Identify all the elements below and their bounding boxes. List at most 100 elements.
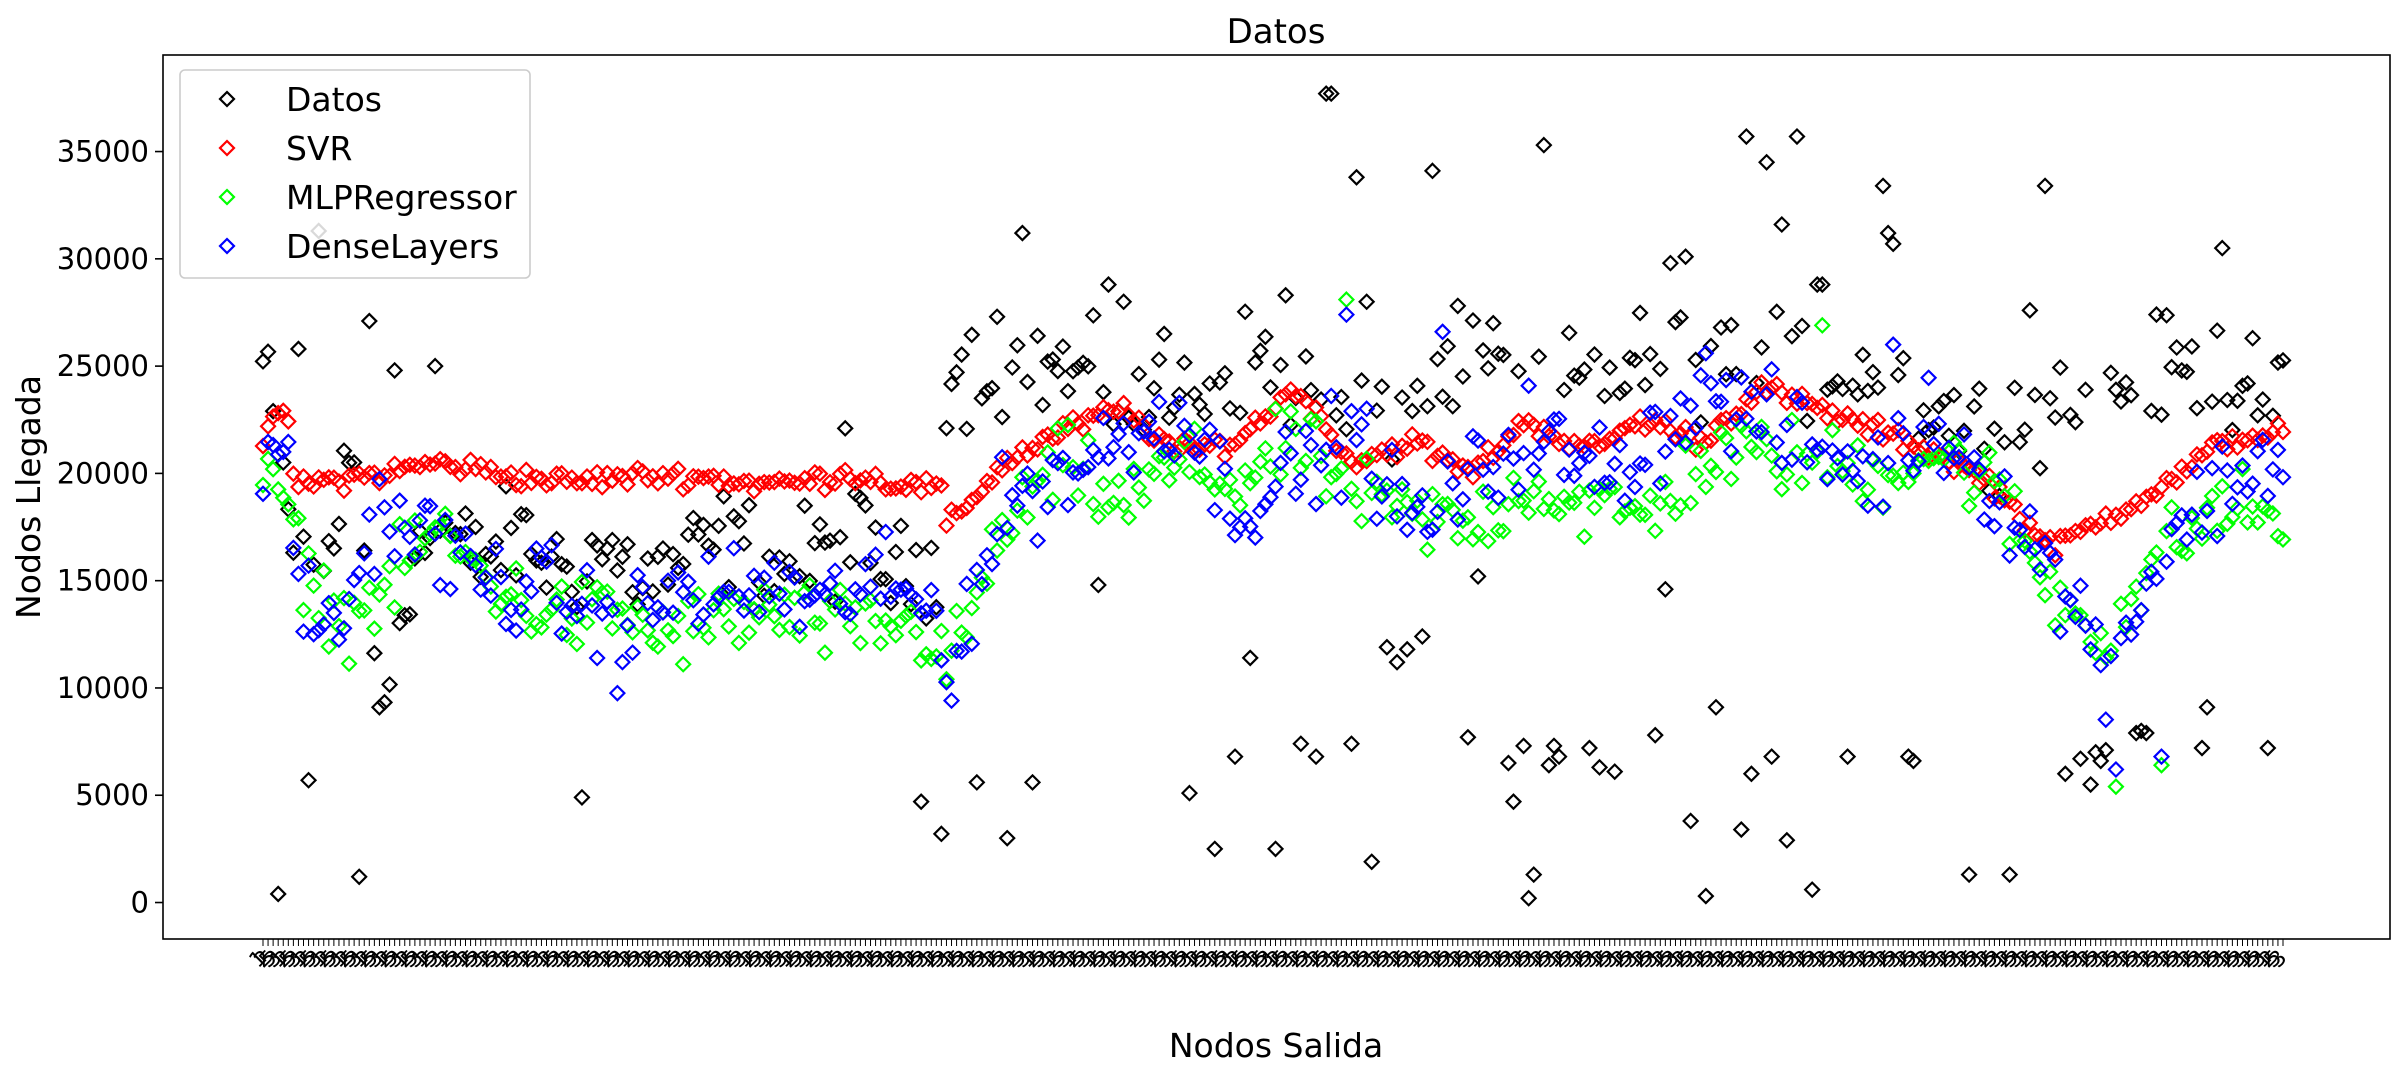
data-point [1793,474,1811,492]
data-point [401,605,419,623]
data-point [1418,397,1436,415]
data-point [284,539,302,557]
data-point [1656,473,1674,491]
data-point [1368,510,1386,528]
data-point [1191,447,1209,466]
data-point [2082,775,2100,794]
data-point [1707,392,1725,410]
data-point [1747,422,1766,440]
data-point [2254,390,2272,409]
data-point [826,600,844,619]
data-point [1337,306,1355,324]
data-point [1256,439,1274,457]
data-point [826,593,844,611]
data-point [1423,521,1442,539]
data-point [856,496,875,514]
data-point [2228,499,2246,518]
data-point [2183,337,2201,356]
data-point [1125,460,1143,478]
data-point [2071,523,2090,541]
data-point [2026,386,2044,404]
data-point [851,634,869,652]
data-point [2016,538,2034,556]
data-point [537,553,556,571]
data-point [2132,601,2150,619]
data-point [2006,495,2024,514]
data-point [725,590,743,608]
y-tick-label: 10000 [57,671,149,705]
data-point [1945,449,1963,467]
data-point [2178,531,2196,549]
data-point [350,868,368,886]
data-point [1631,304,1649,322]
data-point [2001,546,2019,565]
data-point [1277,385,1295,403]
legend-label: DenseLayers [286,227,499,266]
data-point [391,462,409,480]
data-point [558,603,576,621]
data-point [416,544,434,562]
data-point [1742,765,1760,783]
data-point [1874,430,1892,449]
data-point [1099,276,1118,294]
data-point [527,468,545,486]
data-point [1763,748,1781,766]
data-point [841,605,859,623]
data-point [537,606,556,624]
data-point [1793,317,1811,335]
data-point [2203,487,2221,505]
data-point [953,502,971,521]
data-point [1246,353,1264,371]
data-point [1869,411,1887,429]
data-point [1671,389,1690,408]
data-point [497,615,515,633]
data-point [1277,423,1295,441]
data-point [1449,297,1467,315]
data-point [674,583,692,601]
data-point [2077,381,2095,399]
data-point [1216,447,1234,466]
data-point [806,463,824,481]
data-point [1515,737,1533,755]
data-point [2021,543,2039,561]
data-point [1798,453,1816,471]
data-point [735,534,753,553]
data-point [2223,427,2241,445]
data-point [1874,177,1892,195]
data-point [639,471,657,489]
data-point [892,517,910,535]
data-point [558,473,576,491]
data-point [765,554,783,572]
data-point [537,579,556,597]
data-point [558,558,576,576]
data-point [1165,399,1183,417]
data-point [1509,481,1528,499]
data-point [639,594,657,612]
data-point [1545,737,1563,755]
data-point [411,543,429,561]
data-point [1175,433,1193,451]
data-point [659,572,677,590]
data-point [2218,515,2236,533]
data-point [1044,350,1062,369]
data-point [932,651,950,669]
data-point [1960,497,1978,515]
data-point [1565,467,1583,485]
data-point [1054,338,1072,356]
data-point [517,607,535,625]
data-point [2112,392,2130,411]
data-point [1018,508,1037,527]
data-point [1575,528,1593,546]
data-point [1489,345,1507,363]
data-point [1373,487,1391,506]
data-point [1788,127,1806,146]
data-point [467,556,485,574]
data-point [2006,379,2024,397]
data-point [1732,368,1750,386]
data-point [699,628,718,646]
data-point [2173,542,2191,560]
data-point [1813,316,1831,334]
data-point [492,595,510,613]
data-point [1003,486,1021,504]
data-point [2132,722,2150,740]
